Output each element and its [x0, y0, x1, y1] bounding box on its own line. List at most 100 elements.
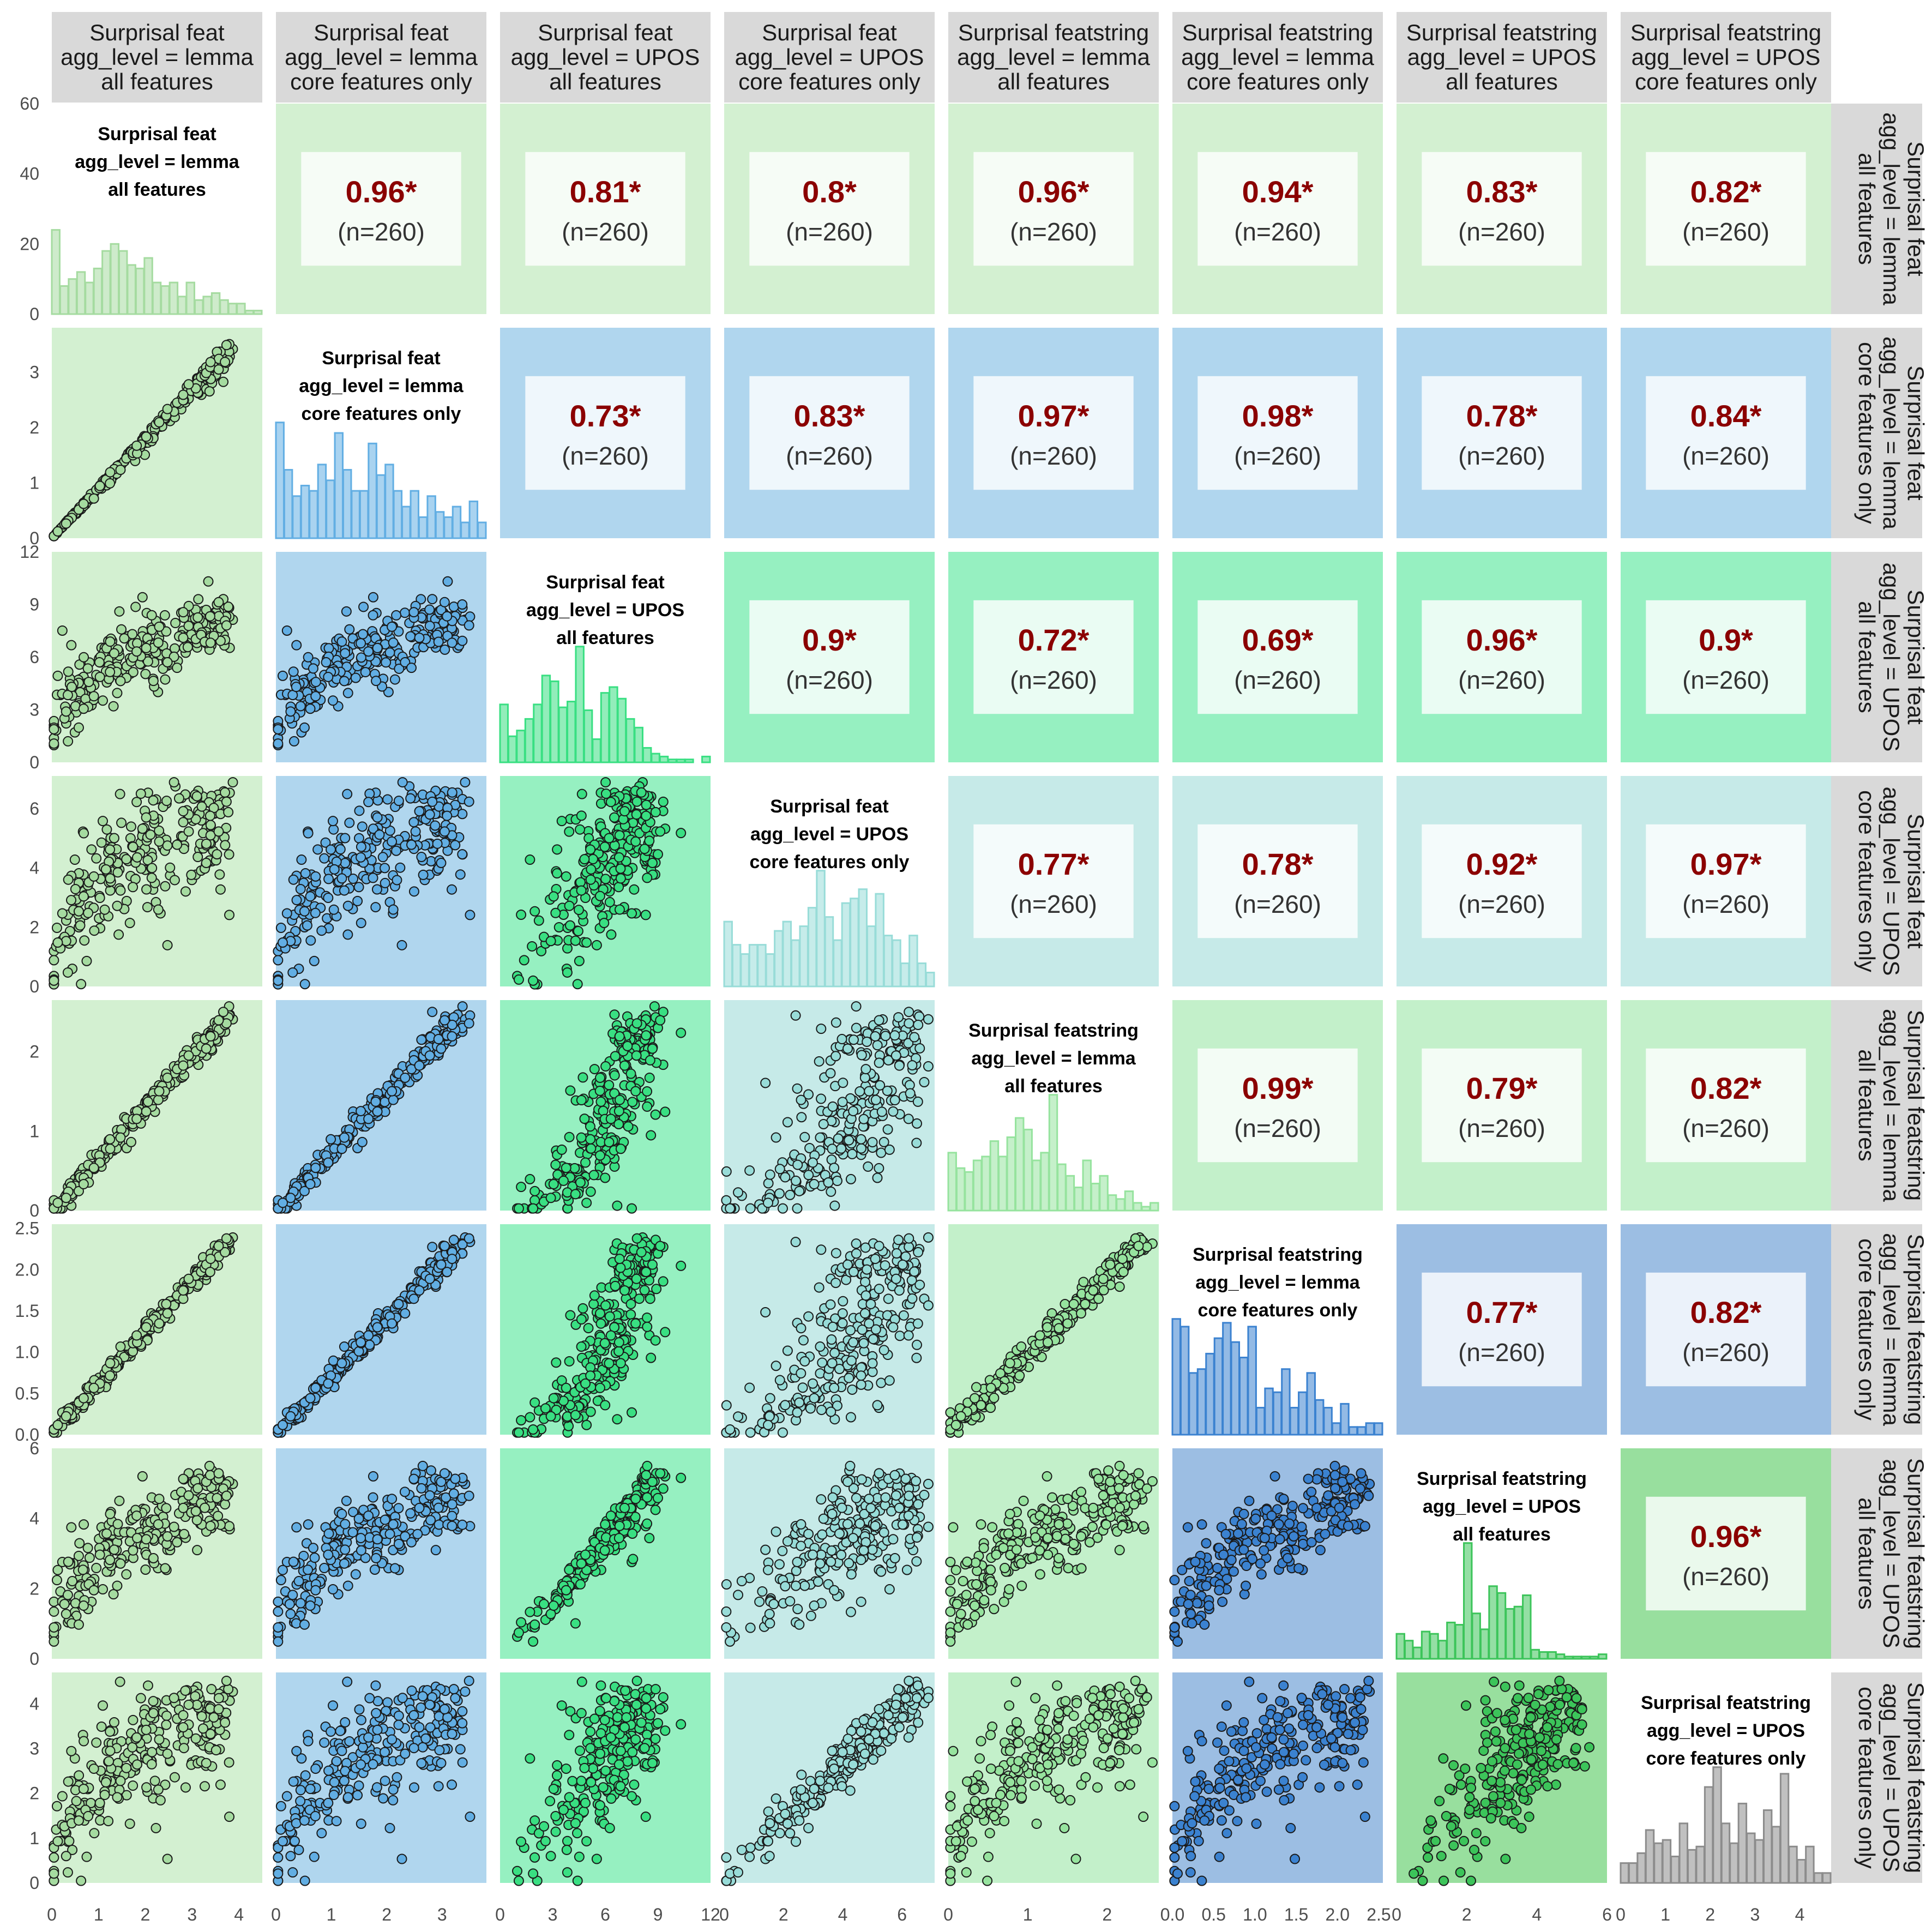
- scatter-point: [101, 1528, 112, 1539]
- scatter-point: [837, 1318, 848, 1329]
- scatter-point: [399, 1486, 410, 1497]
- scatter-point: [796, 1112, 807, 1123]
- panel: 0.72*(n=260): [948, 552, 1159, 762]
- scatter-point: [310, 871, 321, 882]
- scatter-point: [576, 1132, 587, 1143]
- scatter-point: [642, 1086, 653, 1097]
- scatter-point: [78, 1600, 89, 1611]
- histogram-bar: [1323, 1406, 1333, 1436]
- scatter-point: [320, 837, 331, 848]
- panel: 0.8*(n=260): [724, 104, 935, 314]
- histogram-bar: [1006, 1136, 1016, 1212]
- scatter-point: [581, 1419, 592, 1430]
- scatter-point: [814, 1056, 824, 1067]
- scatter-point: [955, 1411, 966, 1422]
- histogram-bar: [676, 759, 686, 763]
- scatter-point: [847, 1148, 858, 1159]
- scatter-point: [148, 795, 159, 806]
- scatter-point: [457, 1519, 468, 1530]
- correlation-box: [1197, 376, 1358, 490]
- diagonal-label: Surprisal featstring: [1193, 1244, 1363, 1265]
- scatter-point: [277, 670, 288, 681]
- correlation-box: [1646, 1272, 1806, 1387]
- scatter-point: [67, 1576, 78, 1587]
- panel: [273, 776, 486, 990]
- row-strip-label: agg_level = UPOS: [1879, 1459, 1904, 1648]
- scatter-point: [273, 738, 284, 749]
- scatter-point: [570, 1189, 581, 1200]
- scatter-point: [105, 1370, 116, 1381]
- scatter-point: [146, 610, 157, 621]
- scatter-point: [288, 874, 299, 885]
- column-strip-label: agg_level = lemma: [957, 44, 1150, 70]
- histogram-bar: [317, 464, 327, 539]
- histogram-bar: [227, 303, 238, 315]
- scatter-point: [796, 1094, 806, 1105]
- scatter-point: [851, 1238, 862, 1249]
- scatter-point: [551, 868, 562, 879]
- scatter-point: [191, 791, 202, 802]
- scatter-point: [310, 1382, 321, 1393]
- scatter-point: [159, 610, 170, 621]
- scatter-point: [613, 1106, 624, 1117]
- scatter-point: [455, 869, 466, 880]
- histogram-bar: [244, 310, 255, 315]
- scatter-point: [883, 1293, 894, 1304]
- histogram-bar: [841, 902, 851, 988]
- scatter-point: [842, 1043, 853, 1054]
- scatter-point: [291, 1522, 302, 1533]
- histogram-bar: [384, 464, 394, 539]
- scatter-point: [516, 910, 527, 920]
- scatter-point: [641, 799, 652, 810]
- histogram-bar: [68, 278, 77, 315]
- histogram-bar: [219, 299, 229, 315]
- histogram-bar: [351, 490, 360, 539]
- scatter-point: [363, 1114, 374, 1124]
- scatter-point: [1098, 1273, 1109, 1284]
- scatter-point: [82, 1543, 93, 1554]
- histogram-bar: [1048, 1094, 1058, 1212]
- scatter-point: [893, 1235, 904, 1245]
- scatter-point: [84, 1552, 95, 1563]
- scatter-point: [414, 1285, 425, 1296]
- scatter-point: [771, 1361, 781, 1371]
- scatter-point: [733, 1187, 744, 1198]
- scatter-point: [224, 910, 235, 920]
- scatter-point: [859, 1308, 870, 1319]
- scatter-point: [342, 900, 353, 911]
- scatter-point: [321, 657, 332, 668]
- scatter-point: [377, 852, 388, 863]
- scatter-point: [303, 1519, 314, 1530]
- panel: 0.9*(n=260): [724, 552, 935, 762]
- row-strip-label: agg_level = UPOS: [1879, 787, 1904, 976]
- diagonal-label: Surprisal feat: [322, 348, 440, 369]
- scatter-point: [69, 854, 80, 865]
- scatter-point: [192, 1545, 203, 1556]
- scatter-point: [59, 1599, 70, 1610]
- scatter-point: [647, 858, 658, 869]
- scatter-point: [368, 1471, 378, 1482]
- histogram-bar: [659, 755, 669, 763]
- histogram-bar: [1239, 1356, 1249, 1436]
- scatter-point: [131, 1330, 142, 1341]
- row-strip-label: core features only: [1854, 790, 1880, 972]
- scatter-point: [310, 1163, 321, 1173]
- scatter-point: [405, 793, 416, 804]
- scatter-point: [88, 1163, 99, 1173]
- scatter-point: [760, 1078, 771, 1088]
- scatter-point: [105, 636, 116, 647]
- scatter-point: [829, 1347, 840, 1358]
- scatter-point: [83, 907, 94, 918]
- scatter-point: [137, 823, 148, 834]
- panel: 0.82*(n=260): [1621, 1224, 1831, 1435]
- scatter-point: [63, 874, 74, 885]
- panel: [721, 1000, 935, 1214]
- scatter-point: [631, 1050, 642, 1061]
- scatter-point: [406, 663, 417, 673]
- scatter-point: [989, 1393, 1000, 1404]
- scatter-point: [424, 1050, 435, 1061]
- correlation-value: 0.96*: [346, 174, 417, 209]
- histogram-bar: [110, 243, 120, 315]
